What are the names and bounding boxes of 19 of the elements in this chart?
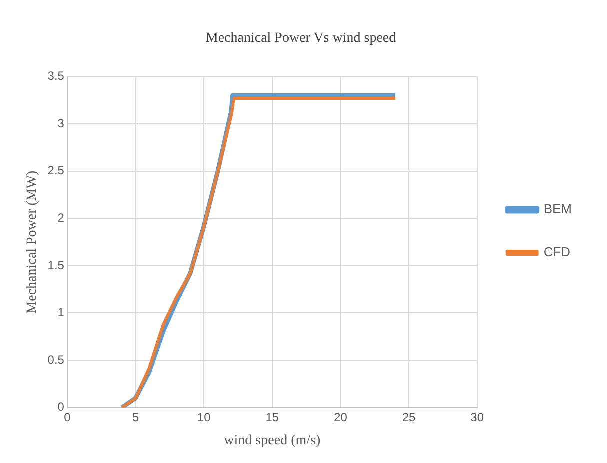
- x-tick-label: 5: [132, 410, 140, 424]
- y-tick-label: 1: [58, 306, 65, 320]
- x-axis-title: wind speed (m/s): [224, 433, 321, 448]
- x-tick-label: 15: [266, 410, 280, 424]
- y-tick-label: 3.5: [48, 69, 65, 84]
- legend-label: BEM: [544, 202, 572, 217]
- y-tick-label: 3: [58, 116, 65, 130]
- x-tick-label: 10: [197, 410, 212, 424]
- legend-label: CFD: [544, 244, 571, 260]
- y-tick-label: 1.5: [48, 258, 65, 272]
- x-tick-label: 30: [470, 410, 484, 424]
- y-tick-label: 0: [58, 400, 65, 414]
- x-tick-label: 20: [334, 410, 348, 424]
- y-tick-label: 2.5: [48, 164, 65, 178]
- y-tick-label: 2: [58, 210, 65, 225]
- x-tick-label: 25: [402, 410, 416, 424]
- chart-title: Mechanical Power Vs wind speed: [206, 31, 396, 46]
- y-axis-title: Mechanical Power (MW): [25, 170, 40, 314]
- y-tick-label: 0.5: [48, 352, 65, 367]
